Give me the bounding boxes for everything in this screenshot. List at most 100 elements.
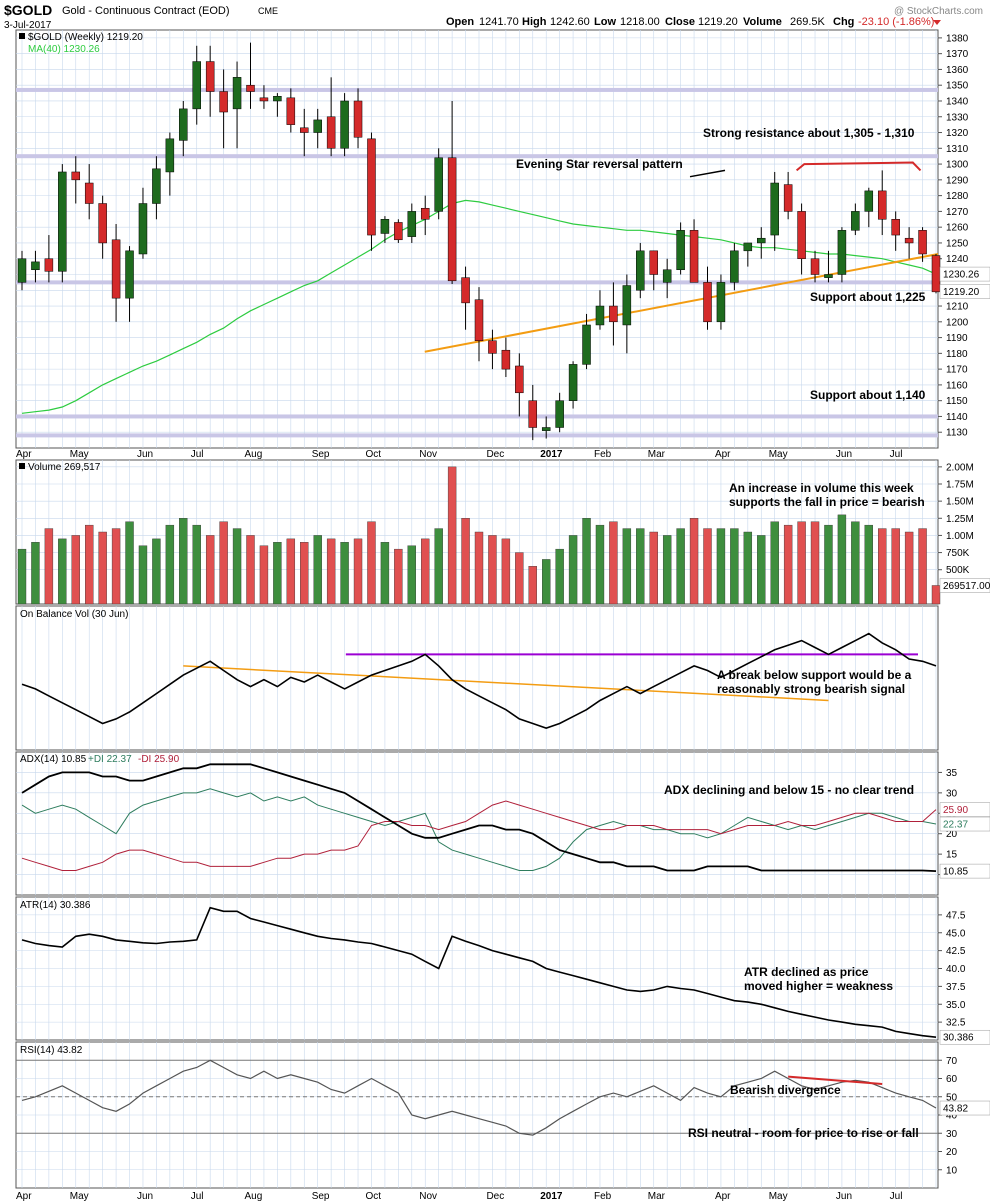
y-tick-label: 1310 (946, 144, 969, 155)
candle (918, 227, 927, 262)
candle-body (877, 190, 887, 220)
candle-body (864, 190, 874, 212)
candle (743, 242, 753, 267)
y-tick-label: 1160 (946, 380, 968, 391)
x-tick-label: May (70, 449, 89, 460)
candle (662, 258, 672, 299)
high-label: High (522, 16, 547, 28)
adx-panel: 101520253035ADX(14) 10.85+DI 22.37-DI 25… (15, 751, 990, 896)
open-label: Open (446, 16, 474, 28)
candle (367, 132, 376, 251)
y-tick-label: 1.00M (946, 531, 974, 542)
y-tick-label: 30 (946, 1129, 958, 1140)
candle-body (44, 258, 54, 272)
bottom-x-axis: Apr May Jun Jul Aug Sep Oct Nov Dec 2017 Feb Mar Apr… (16, 1191, 902, 1202)
candle-body (851, 211, 860, 231)
y-tick-label: 42.5 (946, 946, 966, 957)
volume-bar (407, 545, 416, 605)
low-label: Low (594, 16, 616, 28)
candle-body (555, 400, 564, 428)
volume-bar (125, 521, 134, 605)
volume-bar (649, 531, 658, 605)
x-tick-label: Jun (137, 449, 153, 460)
candle-body (716, 282, 726, 323)
rsi-panel: 10 20 30 40 50 60 70 RSI(14) 43.82 43.82 Apr May Ju… (15, 1041, 990, 1202)
y-tick-label: 1190 (946, 333, 968, 344)
volume-bar (878, 528, 887, 605)
adx-value-tag: 10.85 (939, 863, 990, 879)
candle-body (461, 277, 470, 304)
candle (797, 203, 806, 275)
x-tick-label: Dec (486, 449, 504, 460)
y-tick-label: 10 (946, 1165, 958, 1176)
x-tick-label: Apr (16, 449, 32, 460)
rsi-value-tag: 43.82 (939, 1100, 990, 1116)
annotation-support-1225: Support about 1,225 (810, 290, 926, 304)
ma-value-tag-text: 1230.26 (943, 270, 980, 281)
y-tick-label: 1200 (946, 317, 969, 328)
volume-label: Volume (743, 16, 782, 28)
annotation-volume-2: supports the fall in price = bearish (729, 495, 925, 509)
support-trendline (424, 253, 939, 353)
description-label: Gold - Continuous Contract (EOD) (62, 5, 230, 17)
y-tick-label: 70 (946, 1056, 958, 1067)
y-tick-label: 1370 (946, 49, 969, 60)
rsi-annotations: Bearish divergence RSI neutral - room fo… (688, 1083, 919, 1140)
x-tick-label: Sep (312, 1191, 330, 1202)
price-panel: 1130114011501160117011801190120012101220… (15, 29, 990, 460)
volume-bar (622, 528, 632, 605)
open-value: 1241.70 (479, 16, 519, 28)
price-legend-swatch (19, 33, 25, 39)
candle (326, 77, 336, 157)
candle-body (125, 250, 134, 299)
candle (783, 171, 793, 220)
atr-value-tag: 30.386 (939, 1029, 990, 1045)
volume-bar (326, 538, 336, 605)
volume-bar (380, 542, 390, 605)
x-tick-label: Mar (648, 1191, 666, 1202)
candle-body (407, 211, 417, 237)
candle-body (219, 91, 228, 113)
obv-line (21, 632, 937, 729)
minus-di-value-tag-box (939, 802, 990, 817)
volume-bar (797, 521, 806, 605)
volume-bar (609, 521, 618, 605)
candle-body (541, 427, 551, 431)
x-tick-label: Apr (16, 1191, 32, 1202)
volume-value-tag-text: 269517.00 (943, 581, 990, 592)
candle-body (757, 237, 766, 244)
candle-body (595, 305, 605, 326)
annotation-volume-1: An increase in volume this week (729, 481, 914, 495)
volume-bar (676, 528, 685, 605)
candle-body (689, 230, 699, 283)
candle-body (743, 242, 753, 252)
indicator-panels: 1130114011501160117011801190120012101220… (15, 29, 990, 1202)
y-tick-label: 40.0 (946, 964, 966, 975)
x-tick-label: 2017 (540, 1191, 563, 1202)
chg-label: Chg (833, 16, 854, 28)
candle (71, 156, 81, 204)
last-price-tag-text: 1219.20 (943, 287, 980, 298)
candle (595, 290, 605, 330)
x-tick-label: Jul (191, 1191, 204, 1202)
volume-bar (85, 524, 94, 605)
x-tick-label: Nov (419, 449, 437, 460)
x-tick-label: Mar (648, 449, 666, 460)
candle-body (84, 182, 94, 204)
rsi-line (21, 1059, 937, 1136)
candle-body (434, 157, 443, 212)
candle-body (111, 239, 121, 299)
y-tick-label: 15 (946, 850, 958, 861)
candle (286, 88, 296, 133)
obv-legend-label: On Balance Vol (30 Jun) (20, 609, 128, 620)
candle-body (810, 258, 820, 275)
volume-bar (31, 542, 40, 605)
support-band (16, 154, 938, 159)
volume-bar (528, 566, 537, 605)
candle (152, 156, 161, 220)
y-tick-label: 1.25M (946, 514, 974, 525)
x-tick-label: Oct (365, 1191, 381, 1202)
volume-bar (246, 535, 255, 605)
volume-bar (488, 535, 497, 605)
candle-body (259, 97, 269, 102)
